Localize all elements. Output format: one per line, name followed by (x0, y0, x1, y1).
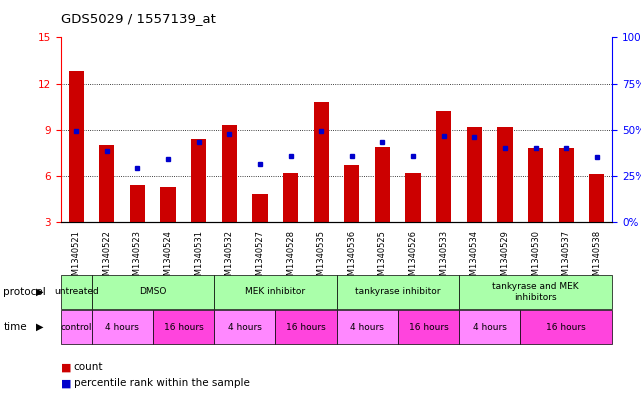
Bar (467, 127, 482, 222)
Bar (129, 185, 145, 222)
Text: ▶: ▶ (36, 322, 44, 332)
Bar (99, 145, 115, 222)
Bar (253, 194, 268, 222)
Text: 16 hours: 16 hours (286, 323, 326, 332)
Text: tankyrase and MEK
inhibitors: tankyrase and MEK inhibitors (492, 282, 579, 301)
Text: percentile rank within the sample: percentile rank within the sample (74, 378, 249, 388)
Text: control: control (60, 323, 92, 332)
Text: protocol: protocol (3, 287, 46, 297)
Bar (69, 71, 84, 222)
Bar (436, 111, 451, 222)
Bar (283, 173, 298, 222)
Text: GDS5029 / 1557139_at: GDS5029 / 1557139_at (61, 12, 216, 25)
Bar (528, 148, 544, 222)
Bar (344, 165, 360, 222)
Text: 4 hours: 4 hours (228, 323, 262, 332)
Text: untreated: untreated (54, 287, 99, 296)
Bar (589, 174, 604, 222)
Bar (313, 102, 329, 222)
Text: 16 hours: 16 hours (163, 323, 203, 332)
Text: count: count (74, 362, 103, 373)
Text: 16 hours: 16 hours (408, 323, 448, 332)
Text: DMSO: DMSO (139, 287, 167, 296)
Text: ▶: ▶ (36, 287, 44, 297)
Text: 4 hours: 4 hours (350, 323, 384, 332)
Bar (160, 187, 176, 222)
Bar (497, 127, 513, 222)
Text: 16 hours: 16 hours (546, 323, 586, 332)
Bar (191, 139, 206, 222)
Bar (222, 125, 237, 222)
Text: ■: ■ (61, 362, 71, 373)
Text: time: time (3, 322, 27, 332)
Bar (406, 173, 420, 222)
Text: tankyrase inhibitor: tankyrase inhibitor (355, 287, 440, 296)
Text: MEK inhibitor: MEK inhibitor (246, 287, 305, 296)
Text: 4 hours: 4 hours (472, 323, 506, 332)
Bar (375, 147, 390, 222)
Text: ■: ■ (61, 378, 71, 388)
Bar (558, 148, 574, 222)
Text: 4 hours: 4 hours (105, 323, 139, 332)
